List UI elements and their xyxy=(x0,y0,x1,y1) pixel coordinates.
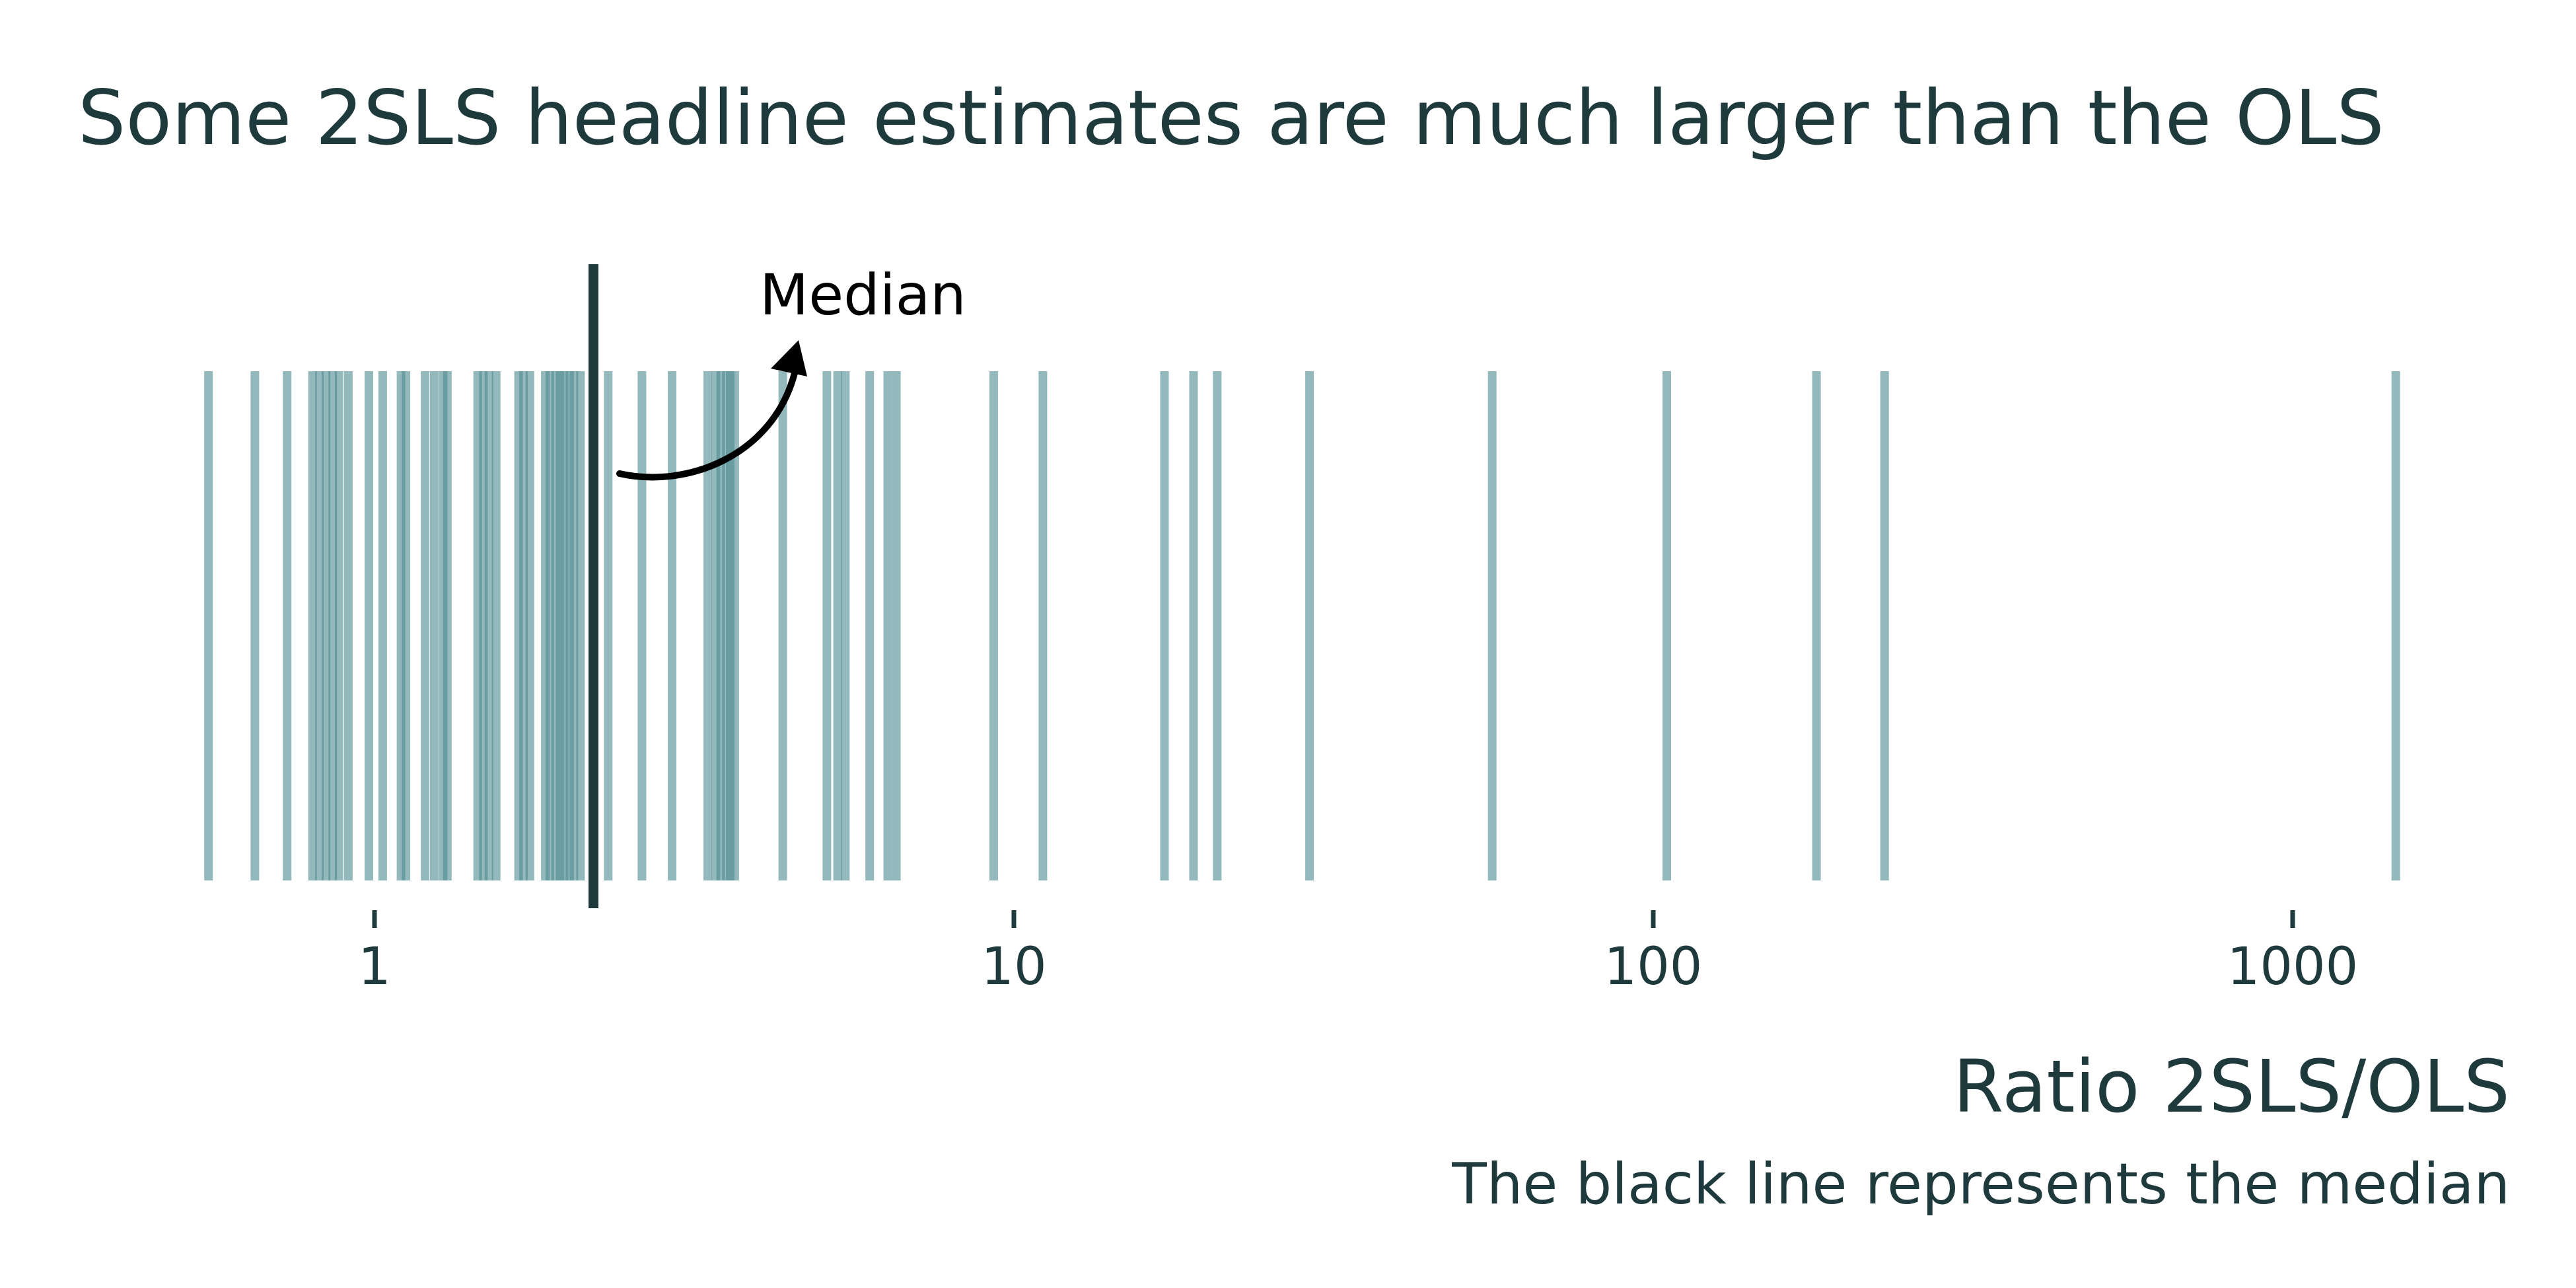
median-arrowhead xyxy=(771,340,807,376)
x-axis: 1 10 100 1000 xyxy=(358,910,2358,997)
chart-caption: The black line represents the median xyxy=(1451,1151,2510,1217)
x-tick-label: 10 xyxy=(981,937,1046,997)
x-tick-label: 1000 xyxy=(2227,937,2359,997)
rug-marks xyxy=(204,371,2400,880)
x-axis-label: Ratio 2SLS/OLS xyxy=(1953,1044,2510,1129)
median-annotation-label: Median xyxy=(760,262,966,328)
x-tick-label: 1 xyxy=(358,937,391,997)
median-arrow xyxy=(616,370,798,481)
x-tick-label: 100 xyxy=(1604,937,1703,997)
chart-title: Some 2SLS headline estimates are much la… xyxy=(78,74,2384,162)
